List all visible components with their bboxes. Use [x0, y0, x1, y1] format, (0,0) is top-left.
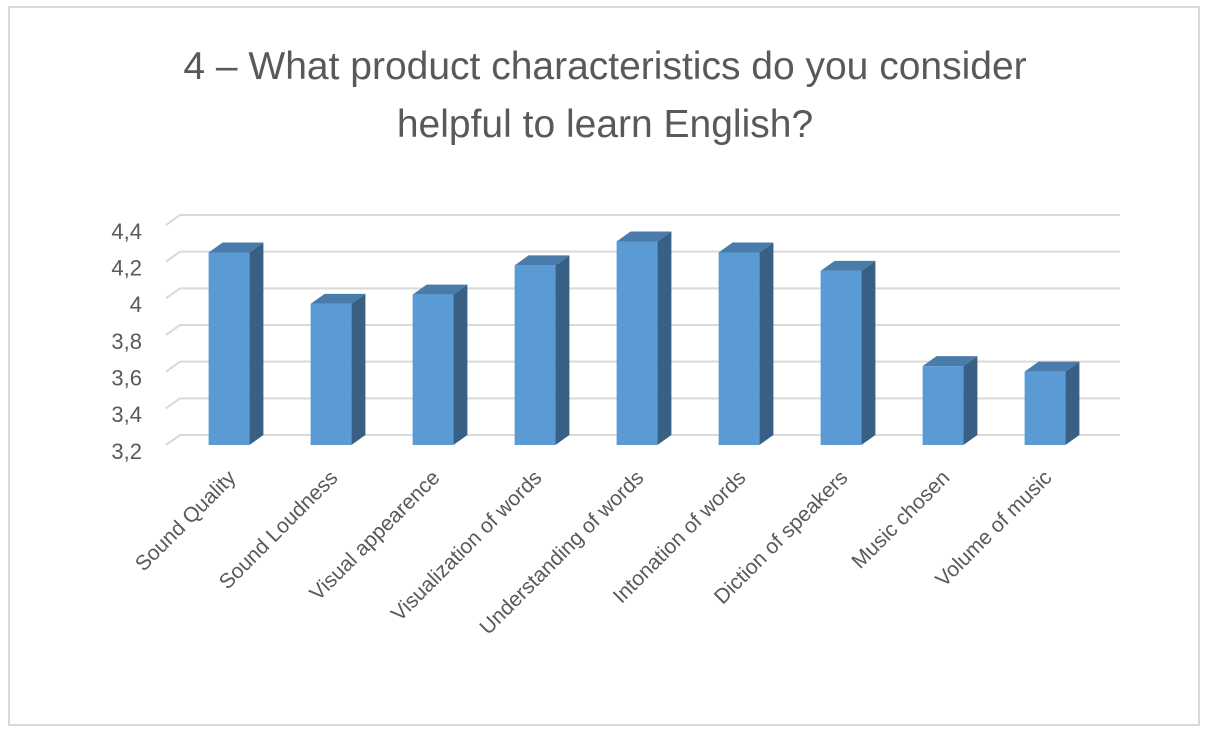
bar-side [555, 255, 570, 445]
bar [616, 231, 672, 445]
bar-top [820, 260, 876, 271]
bar-front [718, 252, 760, 445]
y-tick-label: 4 [130, 292, 142, 317]
bar-front [514, 265, 556, 445]
grid-line [165, 287, 1120, 300]
bar-top [412, 284, 468, 295]
y-tick-label: 3,8 [111, 329, 142, 354]
bar [310, 293, 366, 445]
bar-front [412, 294, 454, 445]
bar-side [1065, 361, 1080, 445]
bar [514, 255, 570, 445]
y-tick-label: 3,4 [111, 402, 142, 427]
bar [412, 284, 468, 445]
bar [718, 242, 774, 445]
bar-top [922, 356, 978, 367]
bar-top [1024, 361, 1080, 372]
y-tick-label: 4,4 [111, 219, 142, 244]
bar [922, 356, 978, 445]
bar [1024, 361, 1080, 445]
chart-frame [8, 6, 1200, 726]
bar-front [208, 252, 250, 445]
y-tick-label: 4,2 [111, 255, 142, 280]
chart-title: 4 – What product characteristics do you … [183, 45, 1027, 146]
bar-side [963, 356, 978, 445]
y-tick-label: 3,6 [111, 365, 142, 390]
grid-line [165, 214, 1120, 226]
x-tick-label: Sound Quality [131, 466, 241, 576]
grid-line [165, 397, 1120, 410]
y-tick-label: 3,2 [111, 439, 142, 464]
bar-side [249, 242, 264, 445]
bar-top [208, 242, 264, 253]
bar-side [657, 231, 672, 445]
bar [208, 242, 264, 445]
bar-top [514, 255, 570, 266]
x-tick-label: Music chosen [847, 466, 954, 573]
bar [820, 260, 876, 445]
bar-top [616, 231, 672, 242]
bar-side [861, 260, 876, 445]
bar-side [453, 284, 468, 445]
x-tick-label: Understanding of words [475, 466, 648, 639]
bar-front [820, 270, 862, 445]
grid-line [165, 360, 1120, 373]
bar-front [310, 303, 352, 445]
grid-line [165, 434, 1120, 446]
bar-side [759, 242, 774, 445]
bar-top [718, 242, 774, 253]
bar-top [310, 293, 366, 304]
bar-front [1024, 371, 1066, 445]
bar-front [616, 241, 658, 445]
grid-line [165, 250, 1120, 263]
bar-side [351, 293, 366, 445]
bar-front [922, 366, 964, 445]
grid-line [165, 324, 1120, 336]
